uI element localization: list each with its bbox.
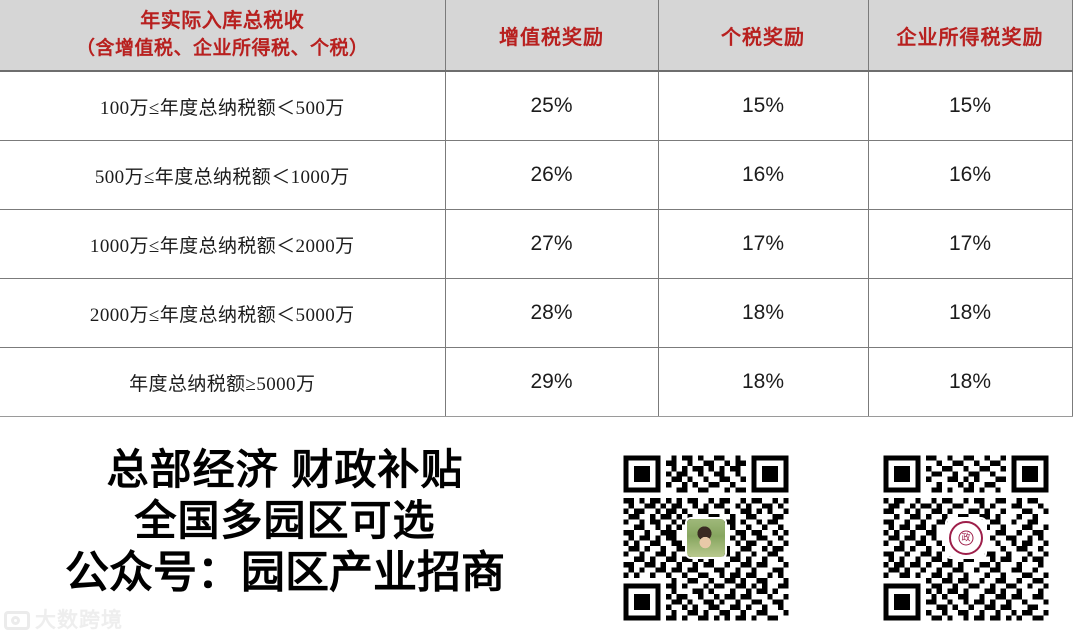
cell-tax-range: 1000万≤年度总纳税额＜2000万 bbox=[0, 209, 446, 279]
cell-iit-reward: 18% bbox=[658, 278, 869, 348]
iit-reward-value: 18% bbox=[741, 370, 785, 393]
qr-center-seal: 政 bbox=[945, 517, 987, 559]
cell-iit-reward: 15% bbox=[658, 70, 869, 141]
seal-outer-ring bbox=[949, 521, 983, 555]
header-cell-cit-reward: 企业所得税奖励 bbox=[868, 0, 1073, 72]
cell-vat-reward: 29% bbox=[445, 347, 659, 417]
cell-tax-range: 100万≤年度总纳税额＜500万 bbox=[0, 70, 446, 141]
header-tax-range-line2: （含增值税、企业所得税、个税） bbox=[75, 37, 369, 59]
cit-reward-value: 18% bbox=[948, 301, 992, 324]
cell-tax-range: 年度总纳税额≥5000万 bbox=[0, 347, 446, 417]
tax-range-value: 100万≤年度总纳税额＜500万 bbox=[99, 97, 345, 119]
table-row: 年度总纳税额≥5000万 29% 18% 18% bbox=[0, 347, 1073, 417]
tax-range-value: 500万≤年度总纳税额＜1000万 bbox=[94, 166, 350, 188]
table-row: 1000万≤年度总纳税额＜2000万 27% 17% 17% bbox=[0, 209, 1073, 279]
cell-vat-reward: 28% bbox=[445, 278, 659, 348]
avatar bbox=[687, 519, 725, 557]
cell-tax-range: 500万≤年度总纳税额＜1000万 bbox=[0, 140, 446, 210]
tax-range-value: 1000万≤年度总纳税额＜2000万 bbox=[89, 235, 355, 257]
camera-lens bbox=[11, 616, 20, 625]
qr-center-avatar bbox=[685, 517, 727, 559]
cell-iit-reward: 17% bbox=[658, 209, 869, 279]
cell-tax-range: 2000万≤年度总纳税额＜5000万 bbox=[0, 278, 446, 348]
iit-reward-value: 18% bbox=[741, 301, 785, 324]
promo-line-1: 总部经济 财政补贴 bbox=[106, 446, 464, 493]
qr-code-pattern bbox=[878, 450, 1054, 626]
header-cell-tax-range: 年实际入库总税收 （含增值税、企业所得税、个税） bbox=[0, 0, 446, 72]
cit-reward-value: 18% bbox=[948, 370, 992, 393]
table-row: 100万≤年度总纳税额＜500万 25% 15% 15% bbox=[0, 70, 1073, 141]
seal-character: 政 bbox=[958, 530, 974, 546]
tax-incentive-table: 年实际入库总税收 （含增值税、企业所得税、个税） 增值税奖励 个税奖励 企业所得… bbox=[0, 0, 1073, 417]
cit-reward-value: 16% bbox=[948, 163, 992, 186]
tax-range-value: 2000万≤年度总纳税额＜5000万 bbox=[89, 304, 355, 326]
watermark: 大数跨境 bbox=[4, 604, 123, 634]
cit-reward-value: 17% bbox=[948, 232, 992, 255]
cell-cit-reward: 18% bbox=[868, 347, 1073, 417]
iit-reward-value: 15% bbox=[741, 94, 785, 117]
cell-iit-reward: 16% bbox=[658, 140, 869, 210]
iit-reward-value: 17% bbox=[741, 232, 785, 255]
header-cell-iit-reward: 个税奖励 bbox=[658, 0, 869, 72]
cell-vat-reward: 26% bbox=[445, 140, 659, 210]
vat-reward-value: 26% bbox=[530, 163, 573, 186]
tax-range-value: 年度总纳税额≥5000万 bbox=[129, 373, 316, 395]
vat-reward-value: 25% bbox=[530, 94, 573, 117]
cell-cit-reward: 15% bbox=[868, 70, 1073, 141]
cit-reward-value: 15% bbox=[948, 94, 992, 117]
table-body: 年实际入库总税收 （含增值税、企业所得税、个税） 增值税奖励 个税奖励 企业所得… bbox=[0, 0, 1073, 417]
table-header-row: 年实际入库总税收 （含增值税、企业所得税、个税） 增值税奖励 个税奖励 企业所得… bbox=[0, 0, 1073, 72]
camera-icon bbox=[4, 608, 30, 630]
cell-vat-reward: 25% bbox=[445, 70, 659, 141]
header-cell-vat-reward: 增值税奖励 bbox=[445, 0, 659, 72]
promo-line-2: 全国多园区可选 bbox=[134, 497, 436, 545]
vat-reward-value: 28% bbox=[530, 301, 573, 324]
iit-reward-value: 16% bbox=[741, 163, 785, 186]
cell-cit-reward: 17% bbox=[868, 209, 1073, 279]
vat-reward-value: 27% bbox=[530, 232, 573, 255]
cell-vat-reward: 27% bbox=[445, 209, 659, 279]
header-vat-reward-label: 增值税奖励 bbox=[499, 26, 604, 49]
table-row: 2000万≤年度总纳税额＜5000万 28% 18% 18% bbox=[0, 278, 1073, 348]
wechat-official-account-qr[interactable]: 政 bbox=[878, 450, 1054, 626]
official-seal-icon: 政 bbox=[947, 519, 985, 557]
header-iit-reward-label: 个税奖励 bbox=[721, 26, 805, 49]
cell-iit-reward: 18% bbox=[658, 347, 869, 417]
camera-body bbox=[4, 611, 30, 630]
cell-cit-reward: 18% bbox=[868, 278, 1073, 348]
promo-headline: 总部经济 财政补贴 全国多园区可选 公众号：园区产业招商 bbox=[0, 444, 570, 600]
header-tax-range-line1: 年实际入库总税收 bbox=[140, 10, 305, 33]
table-row: 500万≤年度总纳税额＜1000万 26% 16% 16% bbox=[0, 140, 1073, 210]
cell-cit-reward: 16% bbox=[868, 140, 1073, 210]
watermark-text: 大数跨境 bbox=[35, 609, 123, 632]
promo-section: 总部经济 财政补贴 全国多园区可选 公众号：园区产业招商 bbox=[0, 440, 1080, 636]
header-tax-range-text: 年实际入库总税收 （含增值税、企业所得税、个税） bbox=[0, 7, 445, 62]
header-cit-reward-label: 企业所得税奖励 bbox=[896, 26, 1044, 49]
promo-line-3: 公众号：园区产业招商 bbox=[65, 548, 505, 598]
qr-code-pattern bbox=[618, 450, 794, 626]
vat-reward-value: 29% bbox=[530, 370, 573, 393]
wechat-personal-qr[interactable] bbox=[618, 450, 794, 626]
